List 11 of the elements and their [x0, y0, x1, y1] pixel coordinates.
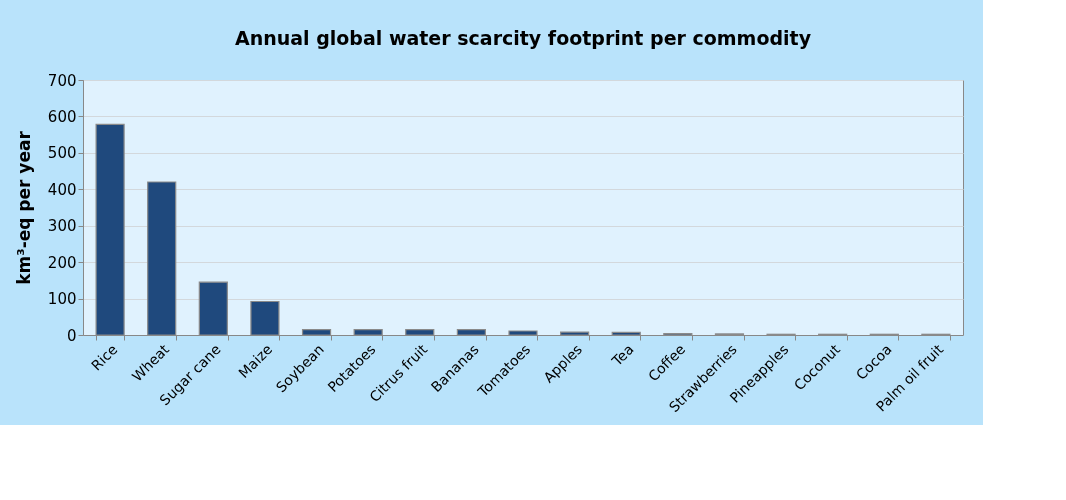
y-tick-label: 400	[47, 180, 77, 199]
y-tick-label: 100	[47, 290, 77, 309]
chart-title: Annual global water scarcity footprint per commodity	[234, 27, 812, 49]
y-tick-label: 200	[47, 253, 77, 272]
y-tick-label: 700	[47, 71, 77, 90]
y-tick-label: 500	[47, 144, 77, 163]
y-axis-title: km³-eq per year	[13, 130, 34, 285]
y-tick-label: 300	[47, 217, 77, 236]
x-tick-label: Tea	[608, 341, 637, 370]
y-tick-label: 0	[66, 326, 77, 345]
y-tick-label: 600	[47, 107, 77, 126]
